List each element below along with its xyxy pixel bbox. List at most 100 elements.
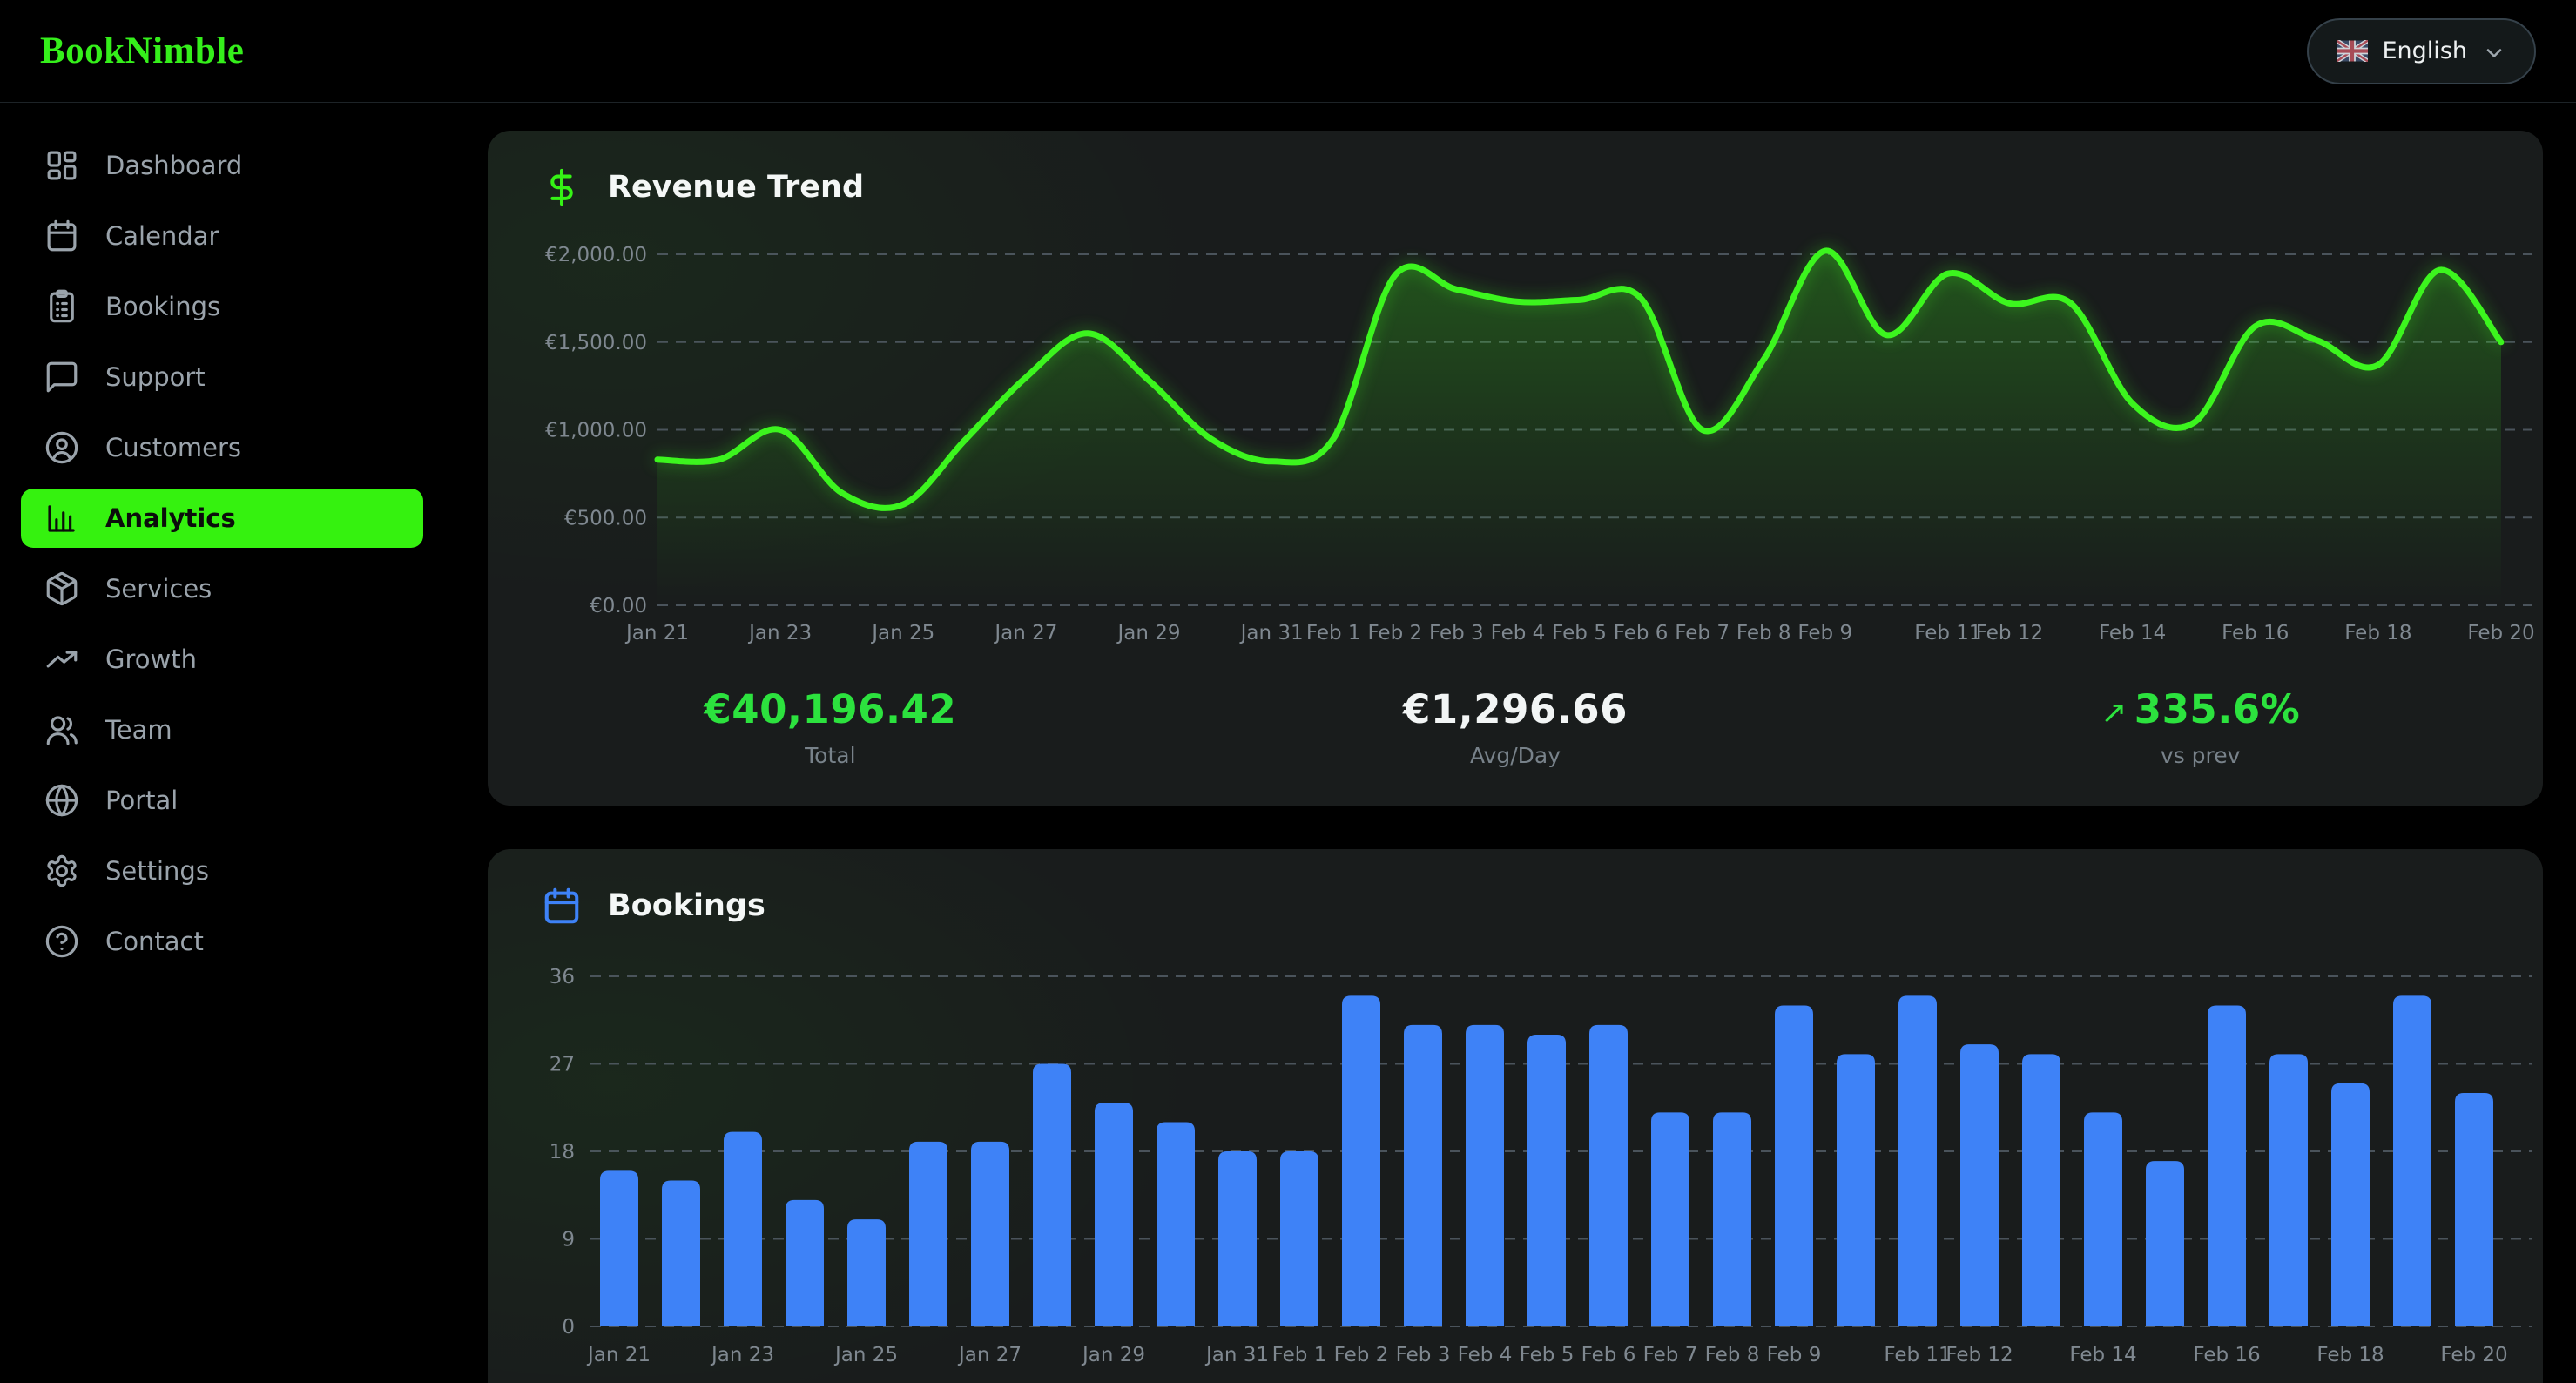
globe-icon	[44, 782, 80, 819]
svg-text:0: 0	[562, 1316, 575, 1339]
revenue-trend-card: €2,000.00 €1,500.00 €1,000.00 €500.00 €0.00 J…	[488, 131, 2543, 806]
svg-text:€1,000.00: €1,000.00	[545, 420, 647, 442]
svg-text:Jan 21: Jan 21	[586, 1344, 651, 1366]
sidebar-item-label: Growth	[105, 644, 197, 674]
sidebar-item-team[interactable]: Team	[21, 700, 423, 759]
revenue-trend-chart: €2,000.00 €1,500.00 €1,000.00 €500.00 €0.00 J…	[545, 244, 2535, 644]
user-circle-icon	[44, 429, 80, 466]
sidebar-item-label: Team	[105, 715, 172, 745]
svg-text:Jan 29: Jan 29	[1116, 622, 1181, 644]
bar-chart-icon	[44, 500, 80, 536]
svg-text:Feb 6: Feb 6	[1614, 622, 1669, 644]
avg-day-label: Avg/Day	[1469, 743, 1561, 768]
sidebar-item-label: Services	[105, 574, 212, 604]
clipboard-icon	[44, 288, 80, 325]
svg-text:Feb 2: Feb 2	[1367, 622, 1422, 644]
sidebar-item-label: Settings	[105, 856, 209, 886]
svg-text:Jan 27: Jan 27	[993, 622, 1057, 644]
trending-up-icon	[44, 641, 80, 678]
sidebar-item-calendar[interactable]: Calendar	[21, 206, 423, 266]
package-icon	[44, 570, 80, 607]
help-icon	[44, 923, 80, 960]
svg-text:Feb 20: Feb 20	[2467, 622, 2534, 644]
svg-text:Feb 20: Feb 20	[2440, 1344, 2507, 1366]
main-content: €2,000.00 €1,500.00 €1,000.00 €500.00 €0.00 J…	[462, 103, 2576, 1383]
svg-text:Feb 14: Feb 14	[2069, 1344, 2136, 1366]
svg-text:Feb 3: Feb 3	[1396, 1344, 1451, 1366]
users-icon	[44, 712, 80, 748]
sidebar-item-label: Support	[105, 362, 206, 392]
svg-text:Feb 8: Feb 8	[1736, 622, 1791, 644]
svg-text:Feb 9: Feb 9	[1767, 1344, 1822, 1366]
svg-text:€0.00: €0.00	[590, 595, 647, 617]
bookings-card-header: Bookings	[542, 886, 765, 926]
vs-prev-value: ↗ 335.6%	[1858, 686, 2543, 732]
revenue-stats-row: €40,196.42 Total €1,296.66 Avg/Day ↗ 335.…	[488, 686, 2543, 768]
total-revenue-value: €40,196.42	[704, 686, 957, 732]
language-selector[interactable]: English	[2306, 17, 2536, 84]
svg-text:Feb 6: Feb 6	[1581, 1344, 1636, 1366]
svg-text:Feb 1: Feb 1	[1272, 1344, 1327, 1366]
sidebar-item-bookings[interactable]: Bookings	[21, 277, 423, 336]
sidebar-item-customers[interactable]: Customers	[21, 418, 423, 477]
svg-text:Feb 5: Feb 5	[1520, 1344, 1575, 1366]
svg-text:Jan 23: Jan 23	[710, 1344, 774, 1366]
svg-text:Jan 29: Jan 29	[1081, 1344, 1145, 1366]
total-revenue-label: Total	[805, 743, 856, 768]
revenue-card-header: Revenue Trend	[542, 167, 864, 207]
chat-icon	[44, 359, 80, 395]
svg-text:27: 27	[550, 1054, 575, 1076]
svg-text:18: 18	[550, 1141, 575, 1164]
svg-text:Jan 25: Jan 25	[870, 622, 934, 644]
sidebar-item-label: Calendar	[105, 221, 219, 251]
sidebar-item-support[interactable]: Support	[21, 347, 423, 407]
svg-text:Feb 1: Feb 1	[1306, 622, 1361, 644]
calendar-icon	[44, 218, 80, 254]
sidebar-item-label: Portal	[105, 786, 179, 815]
svg-text:Feb 11: Feb 11	[1914, 622, 1981, 644]
sidebar-item-label: Dashboard	[105, 151, 243, 180]
sidebar-item-services[interactable]: Services	[21, 559, 423, 618]
sidebar-item-label: Bookings	[105, 292, 221, 321]
top-header: BookNimble English	[0, 0, 2576, 103]
app-logo: BookNimble	[40, 30, 245, 71]
vs-prev-label: vs prev	[2160, 743, 2241, 768]
stat-avg-day: €1,296.66 Avg/Day	[1173, 686, 1858, 768]
svg-text:Feb 3: Feb 3	[1429, 622, 1484, 644]
dollar-icon	[542, 167, 582, 207]
svg-text:Feb 4: Feb 4	[1491, 622, 1546, 644]
svg-text:Jan 31: Jan 31	[1204, 1344, 1269, 1366]
svg-text:Jan 31: Jan 31	[1239, 622, 1304, 644]
svg-text:Feb 7: Feb 7	[1643, 1344, 1698, 1366]
sidebar-item-portal[interactable]: Portal	[21, 771, 423, 830]
dashboard-icon	[44, 147, 80, 184]
svg-text:9: 9	[562, 1229, 575, 1251]
svg-text:Feb 7: Feb 7	[1675, 622, 1730, 644]
svg-text:Feb 12: Feb 12	[1945, 1344, 2013, 1366]
svg-text:Jan 21: Jan 21	[624, 622, 689, 644]
sidebar-item-analytics[interactable]: Analytics	[21, 489, 423, 548]
calendar-icon	[542, 886, 582, 926]
svg-text:Feb 9: Feb 9	[1797, 622, 1852, 644]
svg-text:Jan 23: Jan 23	[747, 622, 812, 644]
language-label: English	[2382, 37, 2468, 64]
uk-flag-icon	[2336, 40, 2368, 62]
svg-text:€1,500.00: €1,500.00	[545, 332, 647, 354]
sidebar-item-contact[interactable]: Contact	[21, 912, 423, 971]
sidebar-item-settings[interactable]: Settings	[21, 841, 423, 901]
svg-text:Feb 18: Feb 18	[2316, 1344, 2384, 1366]
svg-text:Jan 27: Jan 27	[957, 1344, 1022, 1366]
sidebar-item-dashboard[interactable]: Dashboard	[21, 136, 423, 195]
svg-text:Feb 16: Feb 16	[2193, 1344, 2260, 1366]
svg-text:Feb 14: Feb 14	[2099, 622, 2166, 644]
svg-text:Feb 2: Feb 2	[1334, 1344, 1389, 1366]
svg-text:Feb 5: Feb 5	[1552, 622, 1607, 644]
sidebar-item-label: Customers	[105, 433, 241, 462]
bookings-card-title: Bookings	[608, 888, 765, 923]
bookings-chart: 36 27 18 9 0 Jan 21 Jan 23 Jan 25 Jan 27 Jan 29 Ja…	[550, 966, 2532, 1366]
stat-vs-prev: ↗ 335.6% vs prev	[1858, 686, 2543, 768]
svg-text:Feb 12: Feb 12	[1976, 622, 2043, 644]
svg-text:€2,000.00: €2,000.00	[545, 244, 647, 266]
sidebar-item-growth[interactable]: Growth	[21, 630, 423, 689]
svg-text:Jan 25: Jan 25	[833, 1344, 898, 1366]
